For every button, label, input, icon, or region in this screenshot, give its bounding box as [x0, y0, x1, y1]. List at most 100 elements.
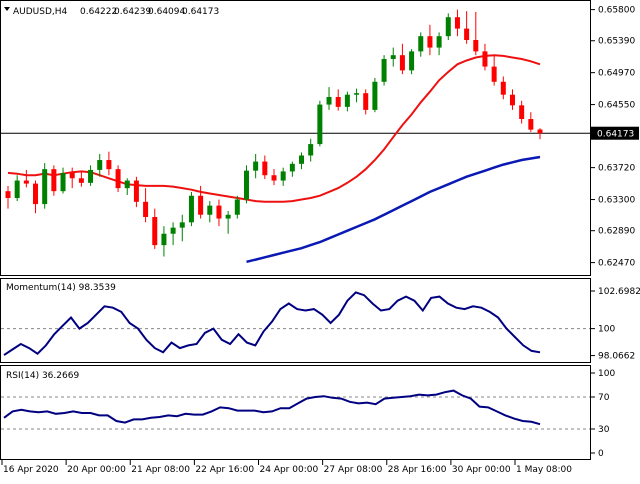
- candle: [170, 222, 176, 246]
- candle: [308, 138, 314, 162]
- candle: [152, 208, 158, 249]
- candle: [198, 185, 204, 219]
- rsi-y-tick-label: 70: [598, 393, 610, 403]
- candle: [115, 165, 121, 192]
- candle: [363, 89, 369, 115]
- candle: [243, 165, 249, 204]
- candle: [354, 88, 360, 103]
- ohlc-low: 0.64094: [148, 7, 185, 17]
- candle-body: [335, 96, 341, 107]
- candle-body: [464, 28, 470, 40]
- candle: [271, 169, 277, 186]
- candle-body: [482, 51, 488, 67]
- candle: [299, 152, 305, 170]
- candle: [60, 167, 66, 194]
- price-y-tick-label: 0.62470: [598, 259, 635, 269]
- candle-body: [88, 169, 94, 183]
- dropdown-triangle-icon: [4, 7, 10, 11]
- candle-body: [253, 161, 259, 171]
- candle: [509, 89, 515, 110]
- axis-layer: 0.65800 0.65390 0.64970 0.64550 0.63720 0.633…: [1, 6, 640, 475]
- candle: [289, 161, 295, 177]
- candle-body: [299, 155, 305, 164]
- candle: [326, 87, 332, 110]
- candle-body: [115, 169, 121, 189]
- candle-body: [23, 180, 29, 184]
- rsi-y-tick-label: 30: [598, 425, 610, 435]
- candle-body: [409, 51, 415, 71]
- momentum-y-tick-label: 100: [598, 325, 615, 335]
- candle-body: [14, 180, 20, 199]
- rsi-panel-frame: [0, 365, 591, 460]
- candle: [225, 210, 231, 234]
- candle: [133, 176, 139, 208]
- candle: [33, 180, 39, 214]
- x-axis-tick-label: 22 Apr 16:00: [195, 465, 254, 475]
- candle-body: [289, 163, 295, 172]
- candle-body: [363, 93, 369, 110]
- candle-body: [390, 55, 396, 59]
- price-y-tick-label: 0.64550: [598, 101, 635, 111]
- candle: [464, 11, 470, 44]
- candle: [78, 171, 84, 187]
- price-title: AUDUSD,H4: [13, 7, 68, 17]
- last-price-label: 0.64173: [597, 130, 634, 140]
- symbol-header: AUDUSD,H4 0.64222 0.64239 0.64094 0.6417…: [4, 7, 219, 17]
- candle-body: [519, 105, 525, 120]
- candle-body: [78, 178, 84, 183]
- candle-body: [33, 183, 39, 205]
- candle: [344, 91, 350, 112]
- candle-body: [427, 36, 433, 48]
- candle-body: [537, 129, 543, 134]
- price-y-tick-label: 0.65390: [598, 37, 635, 47]
- candle-body: [372, 81, 378, 110]
- candle-body: [60, 172, 66, 192]
- candle: [390, 47, 396, 67]
- candle-body: [491, 66, 497, 82]
- candle: [14, 175, 20, 202]
- rsi-line: [3, 389, 541, 426]
- candle-body: [198, 195, 204, 215]
- candle-body: [42, 169, 48, 205]
- candle-body: [454, 17, 460, 29]
- momentum-title: Momentum(14) 98.3539: [6, 283, 116, 293]
- candle: [537, 128, 543, 140]
- candle-body: [344, 94, 350, 107]
- candle-body: [271, 175, 277, 181]
- candle-body: [161, 233, 167, 246]
- candle: [500, 76, 506, 100]
- candle-body: [106, 160, 112, 170]
- candle: [372, 77, 378, 113]
- candle: [491, 55, 497, 86]
- ohlc-high: 0.64239: [114, 7, 151, 17]
- candle-body: [124, 180, 130, 189]
- rsi-y-tick-label: 0: [598, 449, 604, 459]
- candle-body: [207, 205, 213, 215]
- ohlc-open: 0.64222: [80, 7, 117, 17]
- candle: [519, 100, 525, 124]
- candle-body: [500, 81, 506, 95]
- candle: [51, 165, 57, 196]
- candle: [69, 167, 75, 189]
- candle: [216, 199, 222, 227]
- candle-body: [308, 144, 314, 156]
- candle: [280, 167, 286, 186]
- momentum-line: [3, 291, 541, 356]
- candle-body: [354, 93, 360, 95]
- candle: [234, 195, 240, 219]
- candle: [88, 165, 94, 186]
- candle-body: [473, 39, 479, 52]
- candle-body: [445, 17, 451, 37]
- candle: [317, 100, 323, 147]
- candle-body: [170, 227, 176, 234]
- candle-body: [225, 214, 231, 219]
- candle: [454, 9, 460, 37]
- x-axis-tick-label: 20 Apr 00:00: [67, 465, 126, 475]
- moving-average-fast: [7, 54, 541, 203]
- price-y-tick-label: 0.63300: [598, 196, 635, 206]
- price-y-tick-label: 0.63720: [598, 164, 635, 174]
- candle: [5, 185, 11, 209]
- candle: [409, 49, 415, 75]
- candle-body: [262, 161, 268, 176]
